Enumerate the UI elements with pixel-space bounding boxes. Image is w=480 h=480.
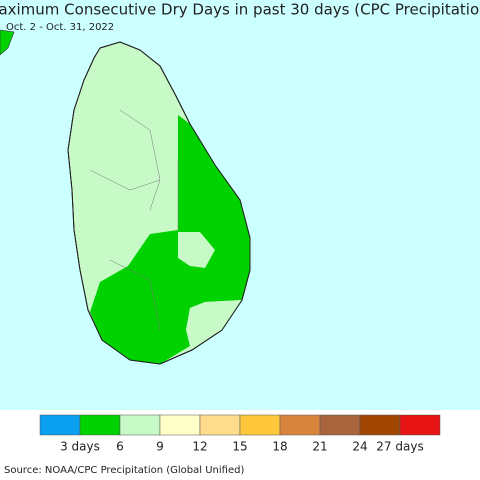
subtitle: Oct. 2 - Oct. 31, 2022 (6, 22, 114, 33)
title: Maximum Consecutive Dry Days in past 30 … (0, 1, 480, 19)
colorbar-label: 21 (312, 440, 327, 454)
colorbar-label: 18 (272, 440, 287, 454)
dry-days-6-9 (90, 115, 250, 364)
dry-days-9-12 (178, 232, 215, 268)
colorbar-label: 12 (192, 440, 207, 454)
dry-days-9-12 (186, 300, 242, 346)
source: Source: NOAA/CPC Precipitation (Global U… (4, 465, 244, 476)
district-borders (89, 109, 179, 331)
india-tip (0, 29, 15, 56)
colorbar-label: 15 (232, 440, 247, 454)
colorbar-swatch (39, 414, 81, 436)
colorbar-label: 24 (352, 440, 367, 454)
colorbar-swatch (119, 414, 161, 436)
colorbar-swatch (159, 414, 201, 436)
colorbar-label: 27 days (376, 440, 423, 454)
colorbar-swatch (279, 414, 321, 436)
colorbar-swatch (319, 414, 361, 436)
colorbar-label: 9 (156, 440, 164, 454)
colorbar: 3 days 6 9 12 15 18 21 24 27 days (39, 414, 441, 454)
colorbar-swatch (399, 414, 441, 436)
colorbar-label: 3 days (60, 440, 100, 454)
colorbar-swatch (239, 414, 281, 436)
colorbar-swatch (199, 414, 241, 436)
colorbar-swatch (79, 414, 121, 436)
coastline (67, 41, 251, 365)
colorbar-label: 6 (116, 440, 124, 454)
colorbar-swatch (359, 414, 401, 436)
